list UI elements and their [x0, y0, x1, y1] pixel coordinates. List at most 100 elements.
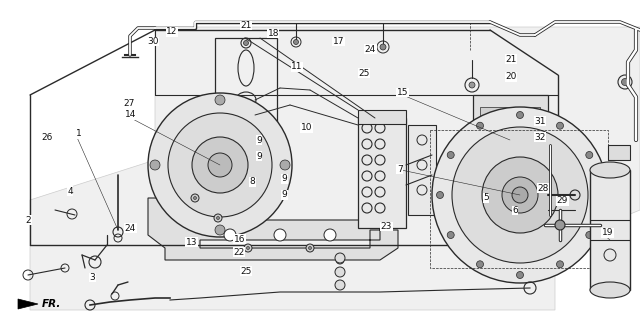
Circle shape: [586, 232, 593, 239]
Circle shape: [335, 280, 345, 290]
Ellipse shape: [502, 177, 538, 213]
Text: 27: 27: [123, 99, 134, 108]
Polygon shape: [30, 27, 640, 310]
Circle shape: [246, 247, 250, 249]
Circle shape: [477, 261, 483, 268]
Bar: [408, 125, 436, 215]
Circle shape: [596, 191, 604, 198]
Bar: [480, 167, 540, 181]
Text: FR.: FR.: [42, 299, 61, 309]
Circle shape: [469, 82, 475, 88]
Text: 8: 8: [250, 177, 255, 186]
Text: 21: 21: [240, 21, 252, 30]
Circle shape: [621, 78, 628, 85]
Circle shape: [336, 256, 344, 264]
Bar: [473, 95, 548, 185]
Text: 15: 15: [397, 88, 408, 97]
Polygon shape: [148, 198, 398, 260]
Bar: [215, 38, 277, 123]
Circle shape: [339, 258, 342, 262]
Text: 9: 9: [256, 152, 262, 161]
Circle shape: [324, 229, 336, 241]
Circle shape: [512, 187, 528, 203]
Circle shape: [214, 214, 222, 222]
Circle shape: [244, 244, 252, 252]
Circle shape: [308, 247, 312, 249]
Circle shape: [294, 40, 298, 44]
Bar: [608, 145, 630, 160]
Text: 24: 24: [365, 45, 376, 54]
Circle shape: [436, 191, 444, 198]
Ellipse shape: [168, 113, 272, 217]
Bar: [480, 107, 540, 121]
Text: 13: 13: [186, 238, 197, 247]
Circle shape: [447, 232, 454, 239]
Circle shape: [516, 271, 524, 278]
Circle shape: [243, 41, 248, 46]
Text: 3: 3: [90, 273, 95, 282]
Circle shape: [380, 44, 386, 50]
Circle shape: [477, 122, 483, 129]
Circle shape: [280, 160, 290, 170]
Text: 18: 18: [268, 29, 279, 38]
Ellipse shape: [590, 162, 630, 178]
Text: 14: 14: [125, 110, 136, 119]
Circle shape: [557, 122, 563, 129]
Circle shape: [447, 152, 454, 159]
Circle shape: [191, 194, 199, 202]
Text: 24: 24: [125, 224, 136, 233]
Ellipse shape: [432, 107, 608, 283]
Text: 30: 30: [147, 37, 159, 46]
Bar: [358, 118, 406, 228]
Circle shape: [215, 95, 225, 105]
Text: 31: 31: [534, 117, 546, 126]
Text: 9: 9: [256, 136, 262, 145]
Circle shape: [193, 197, 196, 199]
Text: 20: 20: [506, 72, 517, 81]
Circle shape: [274, 229, 286, 241]
Circle shape: [586, 152, 593, 159]
Text: 25: 25: [358, 69, 370, 78]
Ellipse shape: [590, 282, 630, 298]
Text: 2: 2: [26, 216, 31, 225]
Ellipse shape: [452, 127, 588, 263]
Text: 4: 4: [67, 187, 73, 196]
Ellipse shape: [482, 157, 558, 233]
Text: 29: 29: [557, 197, 568, 205]
Text: 6: 6: [512, 206, 518, 215]
Text: 19: 19: [602, 228, 613, 237]
Text: 21: 21: [506, 55, 517, 63]
Circle shape: [216, 217, 220, 219]
Ellipse shape: [148, 93, 292, 237]
Text: 9: 9: [282, 190, 287, 199]
Text: 1: 1: [76, 130, 81, 138]
Circle shape: [335, 253, 345, 263]
Text: 12: 12: [166, 27, 178, 36]
Text: 7: 7: [397, 165, 403, 174]
Polygon shape: [18, 299, 38, 309]
Circle shape: [557, 261, 563, 268]
Text: 23: 23: [381, 222, 392, 231]
Text: 26: 26: [42, 133, 53, 142]
Ellipse shape: [208, 153, 232, 177]
Bar: [430, 130, 608, 268]
Text: 11: 11: [291, 63, 303, 71]
Text: 28: 28: [538, 184, 549, 193]
Text: 17: 17: [333, 37, 344, 46]
Text: 25: 25: [240, 267, 252, 276]
Bar: [358, 110, 406, 124]
Text: 10: 10: [301, 123, 312, 132]
Text: 32: 32: [534, 133, 546, 142]
Circle shape: [516, 112, 524, 118]
Bar: [590, 170, 630, 290]
Ellipse shape: [192, 137, 248, 193]
Text: 9: 9: [282, 174, 287, 183]
Circle shape: [215, 225, 225, 235]
Bar: [480, 127, 540, 141]
Text: 16: 16: [234, 235, 245, 244]
Circle shape: [306, 244, 314, 252]
Circle shape: [335, 267, 345, 277]
Bar: [480, 147, 540, 161]
Text: 5: 5: [483, 193, 489, 202]
Circle shape: [224, 229, 236, 241]
